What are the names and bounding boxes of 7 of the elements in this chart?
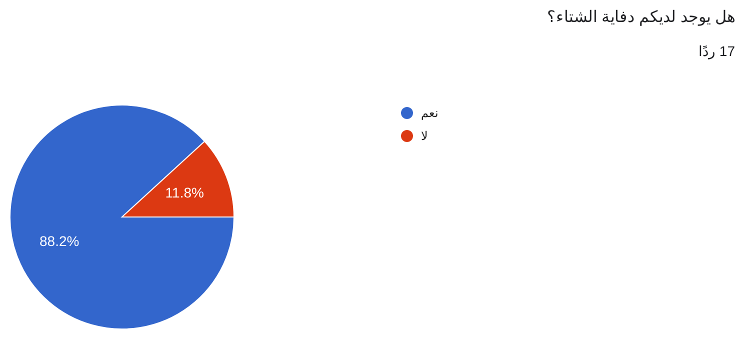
data-label: 11.8% — [165, 184, 204, 201]
data-label: 88.2% — [40, 233, 80, 250]
text: هل يوجد لديكم دفاية الشتاء؟ — [547, 9, 735, 26]
legend-label: لا — [421, 129, 428, 144]
legend-label: نعم — [421, 106, 438, 120]
text: 17 ردًا — [698, 43, 736, 60]
pie-slice — [10, 104, 234, 330]
